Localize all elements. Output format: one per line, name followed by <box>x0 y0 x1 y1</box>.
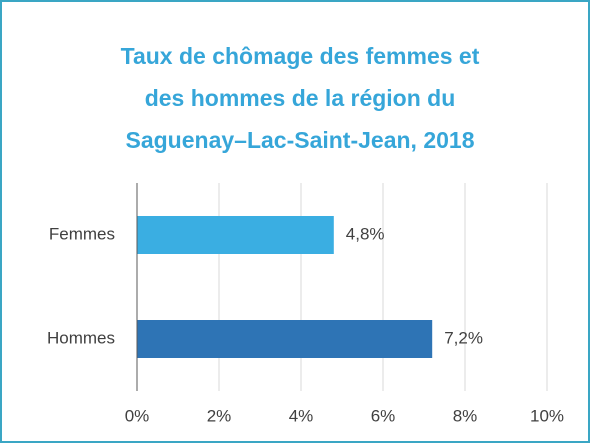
data-label: 4,8% <box>346 224 385 243</box>
y-tick-label: Hommes <box>47 328 115 347</box>
x-tick-label: 2% <box>207 406 232 425</box>
chart-title: des hommes de la région du <box>145 85 456 111</box>
x-tick-label: 0% <box>125 406 150 425</box>
chart-title: Taux de chômage des femmes et <box>121 43 480 69</box>
y-tick-label: Femmes <box>49 224 115 243</box>
data-label: 7,2% <box>444 328 483 347</box>
bar <box>137 320 433 358</box>
x-tick-label: 4% <box>289 406 314 425</box>
x-tick-label: 6% <box>371 406 396 425</box>
bar <box>137 216 334 254</box>
x-tick-label: 8% <box>453 406 478 425</box>
chart-title: Saguenay–Lac-Saint-Jean, 2018 <box>126 127 475 153</box>
x-tick-label: 10% <box>530 406 564 425</box>
